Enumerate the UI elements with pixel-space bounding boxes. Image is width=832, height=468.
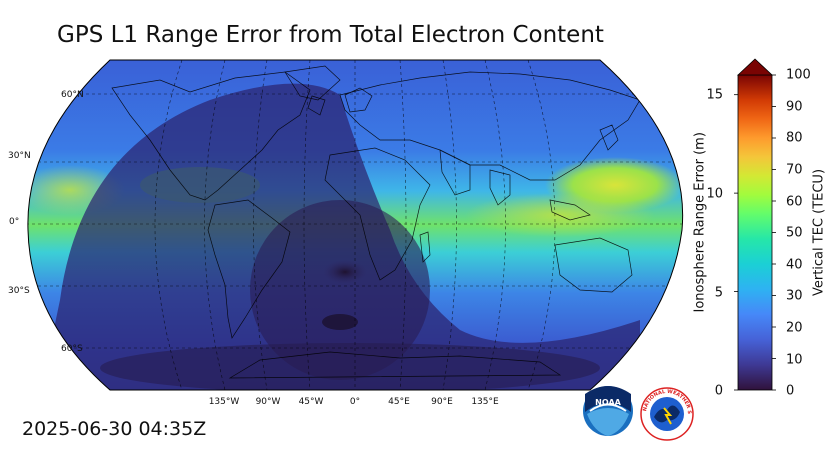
tec-tick-70: 70: [786, 162, 803, 178]
agency-logos: NOAA NATIONAL WEATHER SERVICE: [583, 384, 694, 441]
tec-tick-40: 40: [786, 257, 803, 273]
timestamp: 2025-06-30 04:35Z: [22, 418, 207, 440]
lon-label-135e: 135°E: [471, 397, 499, 407]
tec-tick-10: 10: [786, 352, 803, 368]
range-error-tick-5: 5: [714, 285, 723, 301]
lon-label-0: 0°: [349, 397, 361, 407]
lat-label-30n: 30°N: [8, 151, 31, 161]
tec-tick-80: 80: [786, 130, 803, 146]
range-error-tick-0: 0: [714, 383, 723, 399]
nws-logo: NATIONAL WEATHER SERVICE: [638, 384, 694, 441]
tec-tick-90: 90: [786, 99, 803, 115]
lat-label-60s: 60°S: [61, 344, 83, 354]
range-error-tick-10: 10: [706, 186, 723, 202]
noaa-logo-text: NOAA: [595, 398, 621, 407]
noaa-logo: NOAA: [583, 386, 633, 436]
lon-label-90e: 90°E: [431, 397, 453, 407]
lon-label-45w: 45°W: [298, 397, 324, 407]
tec-tick-60: 60: [786, 194, 803, 210]
tec-tick-50: 50: [786, 225, 803, 241]
lon-label-90w: 90°W: [255, 397, 281, 407]
lon-label-45e: 45°E: [388, 397, 410, 407]
lat-label-60n: 60°N: [61, 90, 84, 100]
tec-axis-title: Vertical TEC (TECU): [811, 168, 827, 297]
tec-tick-0: 0: [786, 383, 795, 399]
lat-label-30s: 30°S: [8, 286, 30, 296]
range-error-tick-15: 15: [706, 87, 723, 103]
tec-tick-20: 20: [786, 320, 803, 336]
chart-title: GPS L1 Range Error from Total Electron C…: [57, 22, 604, 48]
range-error-axis-title: Ionosphere Range Error (m): [692, 132, 708, 313]
lat-label-0: 0°: [9, 217, 20, 227]
lon-label-135w: 135°W: [208, 397, 240, 407]
tec-tick-100: 100: [786, 67, 811, 83]
tec-tick-30: 30: [786, 288, 803, 304]
